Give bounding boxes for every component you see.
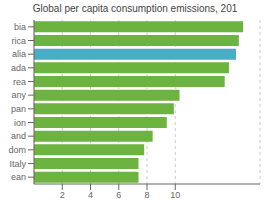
svg-text:alia: alia — [12, 49, 26, 59]
svg-text:6: 6 — [116, 190, 121, 200]
svg-text:ada: ada — [11, 63, 26, 73]
svg-text:bia: bia — [14, 22, 26, 32]
svg-text:8: 8 — [144, 190, 149, 200]
svg-text:ean: ean — [11, 172, 26, 182]
html-text:Global per capita consumption: Global per capita consumption emissions,… — [32, 3, 238, 14]
svg-text:Italy: Italy — [9, 159, 26, 169]
svg-text:dom: dom — [8, 145, 26, 155]
svg-text:10: 10 — [170, 190, 180, 200]
svg-text:rea: rea — [13, 77, 26, 87]
svg-text:4: 4 — [88, 190, 93, 200]
svg-text:ion: ion — [14, 118, 26, 128]
svg-text:rica: rica — [11, 36, 26, 46]
svg-text:2: 2 — [60, 190, 65, 200]
svg-text:any: any — [11, 90, 26, 100]
svg-text:and: and — [11, 131, 26, 141]
svg-text:pan: pan — [11, 104, 26, 114]
